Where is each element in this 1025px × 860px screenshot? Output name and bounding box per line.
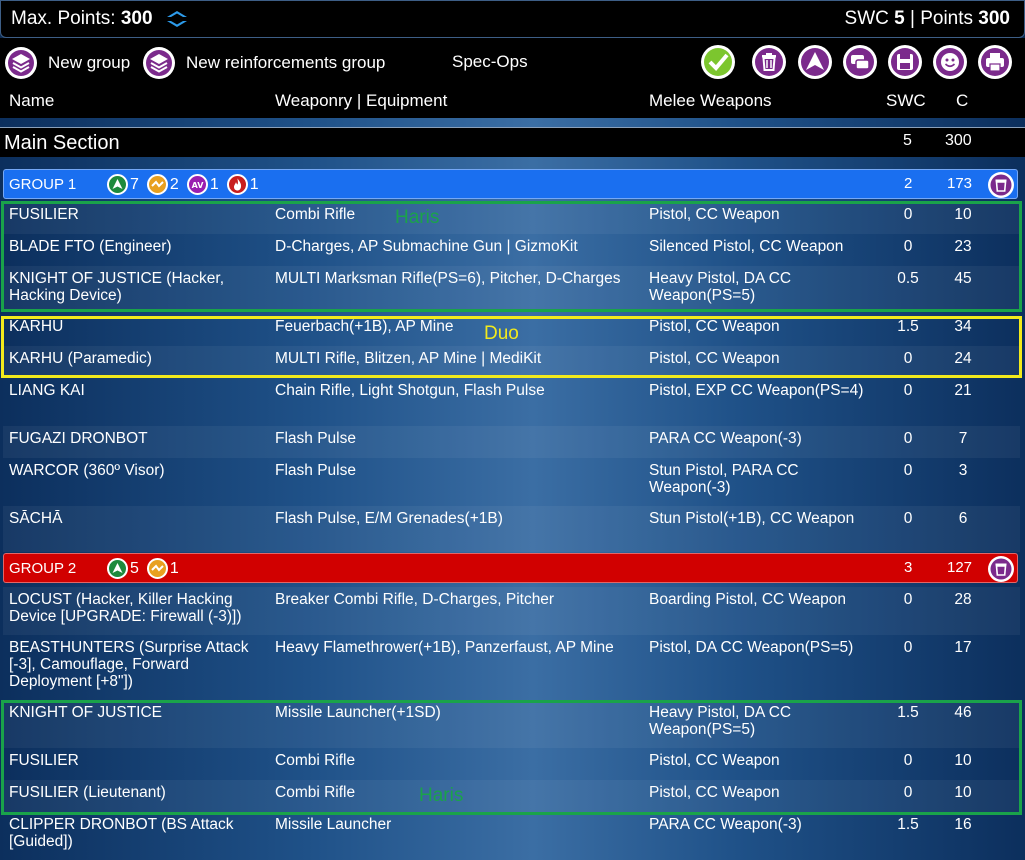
delete-group-button[interactable] — [987, 555, 1015, 583]
group-badges: 7 2 AV 1 1 — [107, 174, 267, 195]
group-cost: 173 — [947, 175, 973, 192]
table-row[interactable]: KARHU Feuerbach(+1B), AP Mine Pistol, CC… — [9, 318, 972, 335]
impetuous-order-icon — [146, 558, 168, 579]
army-button[interactable] — [797, 44, 833, 80]
army-list — [0, 118, 1025, 860]
fire-order-badge: 1 — [226, 174, 259, 195]
top-bar: Max. Points: 300 SWC 5 | Points 300 — [0, 0, 1025, 38]
flame-icon — [226, 174, 248, 195]
lieutenant-order-icon: AV — [186, 174, 208, 195]
table-row[interactable]: KNIGHT OF JUSTICE (Hacker, Hacking Devic… — [3, 266, 1020, 312]
table-row[interactable]: FUSILIER (Lieutenant) Combi Rifle Pistol… — [3, 780, 1020, 812]
toolbar: New group New reinforcements group Spec-… — [0, 38, 1025, 86]
group-swc: 3 — [904, 559, 913, 576]
group-cost: 127 — [947, 559, 973, 576]
table-row[interactable]: BEASTHUNTERS (Surprise Attack [-3], Camo… — [9, 639, 972, 690]
chat-icon — [843, 45, 877, 79]
table-row[interactable]: BLADE FTO (Engineer) D-Charges, AP Subma… — [9, 238, 972, 255]
validate-button[interactable] — [700, 44, 736, 80]
table-row[interactable]: WARCOR (360º Visor) Flash Pulse Stun Pis… — [9, 462, 968, 496]
layers-icon — [142, 46, 176, 80]
triangle-logo-icon — [798, 45, 832, 79]
table-row[interactable]: SĀCHĀ Flash Pulse, E/M Grenades(+1B) Stu… — [3, 506, 1020, 552]
impetuous-order-badge: 2 — [146, 174, 179, 195]
print-button[interactable] — [977, 44, 1013, 80]
col-cost: C — [956, 91, 969, 110]
floppy-icon — [888, 45, 922, 79]
swc-total: 5 — [894, 8, 905, 29]
points-toggle-icon[interactable] — [164, 9, 190, 29]
new-group-button[interactable]: New group — [4, 46, 130, 80]
lieutenant-order-badge: AV 1 — [186, 174, 219, 195]
check-icon — [701, 45, 735, 79]
smiley-icon — [933, 45, 967, 79]
haris-label: Haris — [395, 207, 440, 228]
impetuous-order-icon — [146, 174, 168, 195]
column-headers: Name Weaponry | Equipment Melee Weapons … — [0, 86, 1025, 118]
section-header: Main Section 5 300 — [0, 127, 1025, 157]
table-row[interactable]: FUSILIER Combi Rifle Pistol, CC Weapon 0… — [3, 202, 1020, 234]
table-row[interactable]: KARHU (Paramedic) MULTI Rifle, Blitzen, … — [3, 346, 1020, 378]
group-1-header[interactable]: GROUP 1 7 2 AV 1 1 2 173 — [3, 169, 1018, 199]
delete-list-button[interactable] — [751, 44, 787, 80]
points-summary: SWC 5 | Points 300 — [844, 8, 1010, 29]
group-2-header[interactable]: GROUP 2 5 1 3 127 — [3, 553, 1018, 583]
trash-icon — [988, 172, 1014, 198]
regular-order-icon — [107, 174, 128, 195]
group-title: GROUP 2 — [9, 560, 77, 577]
svg-text:AV: AV — [191, 181, 204, 190]
regular-order-badge: 5 — [107, 558, 139, 579]
group-swc: 2 — [904, 175, 913, 192]
table-row[interactable]: CLIPPER DRONBOT (BS Attack [Guided]) Mis… — [9, 816, 972, 850]
impetuous-order-badge: 1 — [146, 558, 179, 579]
table-row[interactable]: KNIGHT OF JUSTICE Missile Launcher(+1SD)… — [3, 700, 1020, 748]
table-row[interactable]: FUGAZI DRONBOT Flash Pulse PARA CC Weapo… — [3, 426, 1020, 458]
col-weaponry: Weaponry | Equipment — [275, 91, 448, 110]
haris-label: Haris — [419, 785, 464, 806]
table-row[interactable]: LOCUST (Hacker, Killer Hacking Device [U… — [3, 587, 1020, 635]
col-name: Name — [9, 91, 55, 110]
group-title: GROUP 1 — [9, 176, 77, 193]
group-badges: 5 1 — [107, 558, 187, 579]
section-cost: 300 — [945, 132, 972, 149]
section-title: Main Section — [4, 132, 120, 154]
save-button[interactable] — [887, 44, 923, 80]
trash-icon — [752, 45, 786, 79]
regular-order-icon — [107, 558, 128, 579]
col-swc: SWC — [886, 91, 926, 110]
table-row[interactable]: FUSILIER Combi Rifle Pistol, CC Weapon 0… — [9, 752, 972, 769]
comments-button[interactable] — [842, 44, 878, 80]
regular-order-badge: 7 — [107, 174, 139, 195]
trash-icon — [988, 556, 1014, 582]
section-swc: 5 — [903, 132, 912, 149]
max-points: Max. Points: 300 — [11, 8, 190, 30]
printer-icon — [978, 45, 1012, 79]
spec-ops-link[interactable]: Spec-Ops — [452, 52, 528, 71]
duo-label: Duo — [484, 323, 519, 344]
max-points-value: 300 — [120, 8, 153, 29]
points-total: 300 — [978, 8, 1010, 29]
layers-icon — [4, 46, 38, 80]
delete-group-button[interactable] — [987, 171, 1015, 199]
col-melee: Melee Weapons — [649, 91, 772, 110]
table-row[interactable]: LIANG KAI Chain Rifle, Light Shotgun, Fl… — [9, 382, 972, 399]
profile-button[interactable] — [932, 44, 968, 80]
new-reinforcements-group-button[interactable]: New reinforcements group — [142, 46, 385, 80]
